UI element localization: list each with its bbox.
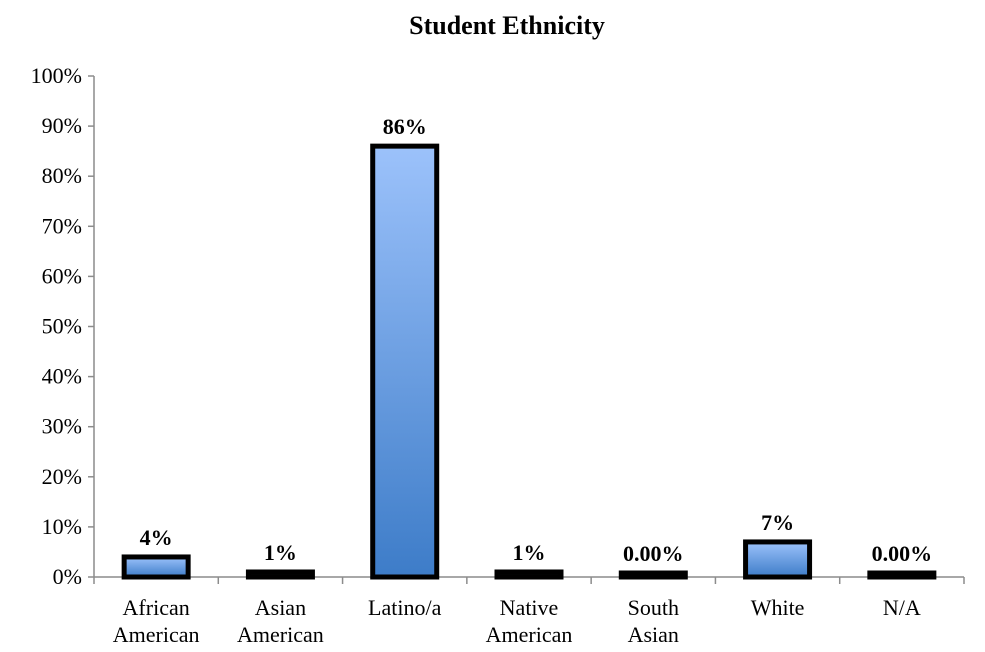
bar [121,554,191,580]
x-tick-label: White [751,595,805,620]
data-label: 1% [513,540,546,565]
x-tick-label: Asian American [237,595,324,647]
y-tick-label: 30% [42,414,82,439]
y-tick-label: 70% [42,213,82,238]
y-tick-label: 50% [42,314,82,339]
y-tick-label: 80% [42,163,82,188]
data-label: 0.00% [623,541,684,566]
y-tick-label: 90% [42,113,82,138]
bar [370,143,440,580]
y-tick-label: 40% [42,364,82,389]
bar [743,539,813,580]
y-tick-label: 100% [31,63,82,88]
y-tick-label: 60% [42,263,82,288]
y-axis: 0% 10% 20% 30% 40% 50% 60% 70% 80% 90% 100% [31,63,95,589]
data-label: 86% [383,114,427,139]
bar [618,570,688,580]
data-label: 4% [140,525,173,550]
y-tick-label: 10% [42,514,82,539]
data-labels: 4% 1% 86% 1% 0.00% 7% 0.00% [140,114,932,566]
x-axis: African American Asian American Latino/a Nati… [93,576,965,647]
y-tick-label: 20% [42,464,82,489]
chart-title: Student Ethnicity [409,11,605,40]
bar [867,570,937,580]
x-tick-label: N/A [883,595,921,620]
x-tick-label: South Asian [628,595,679,647]
bar [245,569,315,580]
x-tick-label: Native American [486,595,573,647]
x-tick-label: African American [113,595,200,647]
data-label: 7% [761,510,794,535]
bars [121,143,937,580]
x-tick-label: Latino/a [368,595,442,620]
y-tick-label: 0% [53,564,82,589]
data-label: 1% [264,540,297,565]
data-label: 0.00% [872,541,933,566]
bar [494,569,564,580]
